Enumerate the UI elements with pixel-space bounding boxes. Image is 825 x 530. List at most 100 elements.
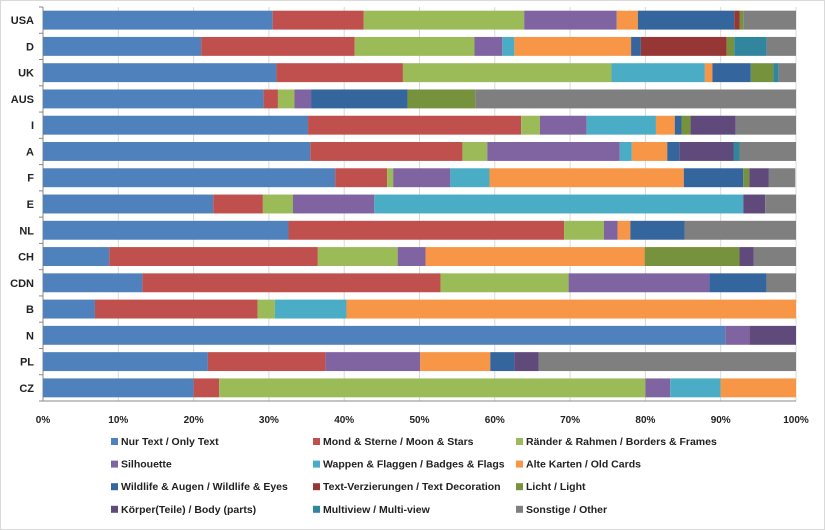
bar-segment-ch-9 bbox=[739, 247, 754, 266]
bar-segment-ch-8 bbox=[644, 247, 740, 266]
bar-segment-f-6 bbox=[683, 168, 744, 188]
bar-segment-n-9 bbox=[749, 325, 796, 345]
bar-segment-d-11 bbox=[766, 36, 796, 56]
bar-segment-nl-2 bbox=[564, 220, 604, 240]
bar-segment-a-5 bbox=[631, 142, 668, 161]
bar-segment-a-0 bbox=[43, 142, 311, 161]
legend-swatch bbox=[111, 438, 118, 445]
category-label: A bbox=[26, 146, 34, 158]
bar-segment-pl-5 bbox=[420, 352, 491, 372]
bar-segment-pl-0 bbox=[43, 352, 208, 372]
bar-segment-cdn-3 bbox=[568, 273, 710, 293]
bar-segment-n-0 bbox=[43, 325, 726, 345]
x-tick-label: 80% bbox=[635, 415, 655, 426]
bar-segment-pl-11 bbox=[538, 352, 796, 372]
bar-segment-pl-3 bbox=[325, 352, 421, 372]
bar-segment-i-2 bbox=[521, 115, 540, 135]
bar-segment-a-4 bbox=[619, 142, 632, 161]
bar-segment-pl-6 bbox=[490, 352, 515, 372]
bar-segment-uk-11 bbox=[778, 63, 796, 83]
bar-segment-e-4 bbox=[374, 194, 744, 214]
bar-segment-cdn-11 bbox=[766, 273, 796, 293]
bar-segment-e-3 bbox=[292, 194, 375, 214]
bar-segment-e-2 bbox=[262, 194, 293, 214]
category-label: UK bbox=[18, 68, 34, 80]
legend-label: Licht / Light bbox=[526, 481, 586, 493]
legend-swatch bbox=[516, 438, 523, 445]
bar-segment-d-8 bbox=[726, 36, 735, 56]
legend-label: Nur Text / Only Text bbox=[121, 436, 219, 448]
bar-segment-i-4 bbox=[586, 115, 656, 135]
x-tick-label: 0% bbox=[36, 415, 51, 426]
bar-segment-f-0 bbox=[43, 168, 336, 188]
bar-segment-a-10 bbox=[733, 142, 740, 161]
legend-label: Mond & Sterne / Moon & Stars bbox=[323, 436, 474, 448]
bar-segment-f-8 bbox=[743, 168, 750, 188]
x-tick-label: 10% bbox=[108, 415, 128, 426]
bar-segment-nl-11 bbox=[684, 220, 796, 240]
bar-segment-usa-5 bbox=[616, 10, 638, 30]
bar-segment-usa-7 bbox=[734, 10, 740, 30]
bar-segment-usa-11 bbox=[743, 10, 796, 30]
category-label: CDN bbox=[10, 278, 34, 290]
bar-segment-b-4 bbox=[274, 299, 347, 319]
bar-segment-uk-4 bbox=[611, 63, 705, 83]
bar-segment-pl-9 bbox=[514, 352, 539, 372]
bar-segment-b-0 bbox=[43, 299, 95, 319]
bar-segment-aus-3 bbox=[294, 89, 312, 109]
bar-segment-d-1 bbox=[201, 36, 355, 56]
bar-segment-uk-10 bbox=[773, 63, 779, 83]
bar-segment-usa-1 bbox=[272, 10, 364, 30]
bar-segment-cz-0 bbox=[43, 378, 194, 398]
bar-segment-nl-5 bbox=[617, 220, 631, 240]
bar-segment-d-6 bbox=[631, 36, 641, 56]
legend-swatch bbox=[516, 460, 523, 468]
x-tick-label: 30% bbox=[259, 415, 279, 426]
legend-swatch bbox=[111, 483, 118, 491]
bar-segment-i-0 bbox=[43, 115, 309, 135]
bar-segment-nl-1 bbox=[288, 220, 565, 240]
legend-swatch bbox=[516, 483, 523, 491]
category-label: AUS bbox=[11, 94, 34, 106]
bar-segment-nl-3 bbox=[603, 220, 618, 240]
bar-segment-aus-1 bbox=[263, 89, 278, 109]
category-label: USA bbox=[11, 15, 34, 27]
bar-segment-i-3 bbox=[539, 115, 587, 135]
bar-segment-aus-2 bbox=[277, 89, 295, 109]
legend-label: Körper(Teile) / Body (parts) bbox=[121, 504, 256, 516]
bar-segment-f-1 bbox=[335, 168, 388, 188]
bar-segment-cdn-1 bbox=[142, 273, 441, 293]
category-label: B bbox=[26, 304, 34, 316]
bar-segment-f-5 bbox=[489, 168, 684, 188]
category-label: PL bbox=[20, 357, 34, 369]
bar-segment-a-1 bbox=[310, 142, 463, 161]
bar-segment-uk-2 bbox=[402, 63, 612, 83]
legend-label: Sonstige / Other bbox=[526, 504, 607, 516]
bar-segment-pl-1 bbox=[207, 352, 326, 372]
bar-segment-usa-6 bbox=[637, 10, 735, 30]
x-tick-label: 60% bbox=[485, 415, 505, 426]
legend-label: Text-Verzierungen / Text Decoration bbox=[323, 481, 501, 493]
legend-label: Alte Karten / Old Cards bbox=[526, 459, 641, 471]
bar-segment-e-1 bbox=[213, 194, 263, 214]
bar-segment-e-0 bbox=[43, 194, 214, 214]
bar-segment-d-5 bbox=[514, 36, 632, 56]
bar-segment-d-7 bbox=[640, 36, 727, 56]
category-label: I bbox=[31, 120, 34, 132]
bar-segment-ch-5 bbox=[425, 247, 645, 266]
bar-segment-cz-2 bbox=[219, 378, 646, 398]
legend-swatch bbox=[313, 438, 320, 445]
legend-label: Ränder & Rahmen / Borders & Frames bbox=[526, 436, 717, 448]
x-tick-label: 50% bbox=[409, 415, 429, 426]
bar-segment-i-1 bbox=[308, 115, 522, 135]
bar-segment-usa-2 bbox=[363, 10, 525, 30]
bar-segment-uk-6 bbox=[712, 63, 751, 83]
x-tick-label: 100% bbox=[783, 415, 809, 426]
category-label: D bbox=[26, 41, 34, 53]
bar-segment-a-11 bbox=[739, 142, 796, 161]
bar-segment-a-6 bbox=[667, 142, 680, 161]
bar-segment-usa-0 bbox=[43, 10, 273, 30]
bar-segment-f-4 bbox=[450, 168, 490, 188]
legend-label: Wappen & Flaggen / Badges & Flags bbox=[323, 459, 505, 471]
